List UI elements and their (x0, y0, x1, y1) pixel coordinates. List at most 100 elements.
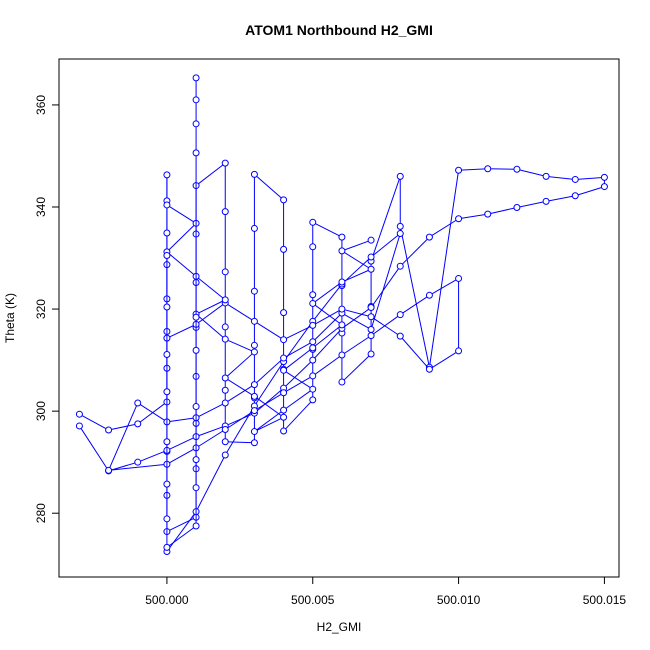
data-point (309, 372, 317, 380)
series-segment (341, 268, 372, 283)
data-point (338, 378, 346, 386)
data-point (280, 406, 288, 414)
data-point (367, 313, 375, 321)
data-point (192, 149, 200, 157)
data-point (192, 96, 200, 104)
series-segment (487, 207, 518, 215)
data-point (338, 278, 346, 286)
data-point (250, 317, 258, 325)
series-3 (163, 201, 375, 436)
y-tick-label: 320 (34, 299, 48, 319)
series-segment (166, 511, 197, 552)
data-point (455, 215, 463, 223)
data-point (309, 396, 317, 404)
data-point (163, 350, 171, 358)
series-segment (370, 233, 401, 258)
data-point (163, 388, 171, 396)
series-segment (166, 222, 197, 253)
y-tick-label: 340 (34, 197, 48, 217)
data-point (309, 291, 317, 299)
data-point (192, 484, 200, 492)
series-segment (312, 354, 343, 377)
data-point (250, 348, 258, 356)
series-segment (546, 175, 576, 180)
series-segment (341, 308, 372, 318)
data-point (250, 392, 258, 400)
series-segment (224, 377, 255, 397)
data-point (221, 374, 229, 382)
data-point (309, 344, 317, 352)
data-point (134, 420, 142, 428)
data-point (484, 210, 492, 218)
series-segment (254, 387, 284, 414)
series-segment (254, 173, 284, 201)
series-segment (399, 236, 430, 267)
series-segment (166, 417, 197, 423)
series-segment (341, 353, 372, 383)
data-point (542, 172, 550, 180)
series-segment (224, 351, 255, 379)
data-point (513, 204, 521, 212)
series-segment (429, 278, 459, 296)
series-segment (283, 399, 314, 432)
data-point (192, 74, 200, 82)
series-segment (341, 239, 372, 252)
series-segment (283, 347, 314, 371)
series-segment (79, 413, 109, 431)
series-segment (137, 402, 168, 423)
series-segment (399, 335, 430, 370)
data-point (250, 287, 258, 295)
data-point (367, 236, 375, 244)
series-segment (312, 324, 343, 349)
series-segment (370, 233, 401, 330)
series-segment (254, 395, 284, 418)
series-segment (283, 341, 313, 359)
data-point (163, 480, 171, 488)
data-point (192, 522, 200, 530)
data-point (280, 354, 288, 362)
data-point (221, 451, 229, 459)
data-point (250, 381, 258, 389)
y-axis-label: Theta (K) (3, 293, 17, 343)
data-point (571, 175, 579, 183)
x-tick-label: 500.000 (145, 593, 189, 607)
data-point (425, 365, 433, 373)
data-point (280, 413, 288, 421)
data-point (367, 350, 375, 358)
series-segment (312, 281, 343, 304)
series-segment (254, 357, 284, 385)
x-axis: 500.000 500.005 500.010 500.015 (145, 576, 626, 607)
series-segment (253, 361, 285, 407)
data-point (309, 243, 317, 251)
data-point (221, 268, 229, 276)
data-point (192, 403, 200, 411)
series-segment (137, 449, 168, 463)
series-segment (428, 170, 460, 368)
data-point (338, 233, 346, 241)
data-point (105, 426, 113, 434)
data-point (134, 458, 142, 466)
series-segment (195, 454, 226, 512)
series-segment (487, 168, 517, 170)
data-point (250, 439, 258, 447)
series-segment (166, 251, 197, 277)
data-point (250, 224, 258, 232)
series-segment (166, 525, 197, 548)
series-segment (254, 320, 284, 341)
data-point (163, 251, 171, 259)
series-segment (225, 441, 255, 444)
series-1 (75, 159, 608, 536)
data-point (396, 262, 404, 270)
data-point (221, 426, 229, 434)
data-point (338, 247, 346, 255)
series-segment (108, 402, 139, 471)
series-segment (399, 294, 430, 316)
data-point (338, 321, 346, 329)
data-point (455, 347, 463, 355)
series-segment (195, 299, 226, 315)
series-segment (341, 250, 372, 270)
series-segment (458, 213, 488, 220)
series-segment (166, 323, 197, 339)
series-segment (166, 447, 197, 465)
